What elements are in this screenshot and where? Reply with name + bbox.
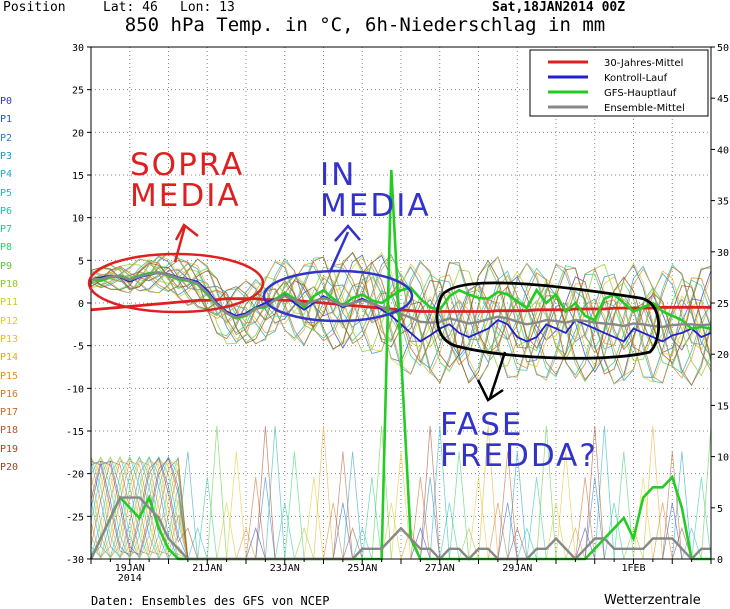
member-line-p16 (90, 260, 712, 384)
member-label-p20: P20 (0, 462, 19, 473)
y-axis-left: 30 25 20 15 10 5 0 -5 -10 -15 -20 -25 -30 (66, 43, 91, 566)
legend: 30-Jahres-Mittel Kontroll-Lauf GFS-Hauptla… (529, 49, 709, 117)
member-label-p6: P6 (0, 205, 13, 217)
legend-label: Kontroll-Lauf (604, 73, 668, 84)
y-tick-label-left: -15 (66, 427, 84, 438)
y-tick-label-left: 25 (72, 86, 84, 97)
y-tick-label-right: 40 (717, 145, 729, 156)
data-source: Daten: Ensembles des GFS von NCEP (91, 594, 330, 608)
member-line-p13 (90, 258, 712, 383)
sopra-media-arrow (173, 223, 199, 263)
x-tick-label: 21JAN (192, 563, 222, 574)
x-tick-label: 2014 (118, 573, 142, 584)
member-label-p15: P15 (0, 370, 19, 382)
y-tick-label-right: 45 (717, 94, 729, 105)
annotation-fase-fredda: FASE FREDDA? (440, 407, 598, 474)
member-label-p16: P16 (0, 388, 19, 400)
y-tick-label-left: -5 (72, 342, 84, 353)
member-label-p2: P2 (0, 132, 13, 144)
y-tick-label-left: -20 (66, 470, 84, 481)
member-label-p7: P7 (0, 224, 13, 236)
in-media-arrow (328, 224, 361, 273)
y-tick-label-right: 20 (717, 350, 729, 361)
y-tick-label-right: 30 (717, 248, 729, 259)
y-tick-label-right: 25 (717, 299, 729, 310)
legend-label: 30-Jahres-Mittel (604, 58, 683, 69)
fase-fredda-blob (435, 281, 661, 360)
lat-label: Lat: 46 (103, 0, 158, 15)
member-label-p10: P10 (0, 279, 19, 290)
member-label-p13: P13 (0, 333, 19, 345)
member-label-p1: P1 (0, 114, 13, 126)
y-tick-label-right: 10 (717, 453, 729, 464)
lon-label: Lon: 13 (180, 0, 235, 15)
y-tick-label-left: 10 (72, 214, 84, 225)
member-line-p18 (90, 256, 712, 387)
y-tick-label-right: 50 (717, 43, 729, 54)
x-tick-label: 19JAN (115, 563, 145, 574)
fase-fredda-arrow (476, 351, 507, 402)
series-kontroll-lauf-left (90, 272, 712, 343)
annotation-in-media: IN MEDIA (320, 157, 431, 224)
series-ensemble-mittel-left (91, 271, 712, 329)
annotation-sopra-media: SOPRA MEDIA (130, 147, 245, 214)
y-tick-label-left: 30 (72, 43, 84, 54)
member-label-p8: P8 (0, 242, 13, 254)
member-label-p4: P4 (0, 169, 13, 181)
member-label-p3: P3 (0, 150, 13, 162)
legend-label: GFS-Hauptlauf (604, 88, 677, 99)
member-label-p5: P5 (0, 187, 13, 199)
member-label-p17: P17 (0, 407, 19, 419)
y-tick-label-right: 5 (717, 504, 723, 515)
brand-label: Wetterzentrale (604, 593, 701, 608)
y-tick-label-left: 0 (78, 299, 84, 310)
in-media-circle (262, 269, 414, 323)
member-label-p12: P12 (0, 315, 19, 327)
member-label-p14: P14 (0, 352, 19, 364)
member-label-p19: P19 (0, 443, 19, 455)
y-tick-label-left: -25 (66, 512, 84, 523)
y-tick-label-left: -10 (66, 384, 84, 395)
x-tick-label: 25JAN (347, 563, 377, 574)
legend-label: Ensemble-Mittel (604, 103, 685, 114)
member-label-p11: P11 (0, 297, 19, 309)
member-label-p9: P9 (0, 260, 13, 272)
y-tick-label-left: 20 (72, 128, 84, 139)
member-label-p0: P0 (0, 96, 13, 107)
y-tick-label-right: 35 (717, 197, 729, 208)
member-line-p20 (90, 251, 712, 381)
y-tick-label-left: 15 (72, 171, 84, 182)
handwritten-annotations (87, 223, 661, 402)
x-tick-label: 29JAN (502, 563, 532, 574)
member-line-p14 (90, 255, 712, 377)
x-tick-label: 1FEB (621, 563, 645, 574)
member-line-p17 (90, 258, 712, 385)
page-title: 850 hPa Temp. in °C, 6h-Niederschlag in … (124, 14, 606, 36)
y-tick-label-right: 15 (717, 401, 729, 412)
x-tick-label: 23JAN (270, 563, 300, 574)
x-tick-label: 27JAN (425, 563, 455, 574)
member-label-p18: P18 (0, 425, 19, 437)
position-label: Position (3, 0, 66, 15)
y-tick-label-left: 5 (78, 256, 84, 267)
y-tick-label-right: 0 (717, 555, 723, 566)
y-tick-label-left: -30 (66, 555, 84, 566)
run-date: Sat,18JAN2014 00Z (492, 0, 626, 15)
